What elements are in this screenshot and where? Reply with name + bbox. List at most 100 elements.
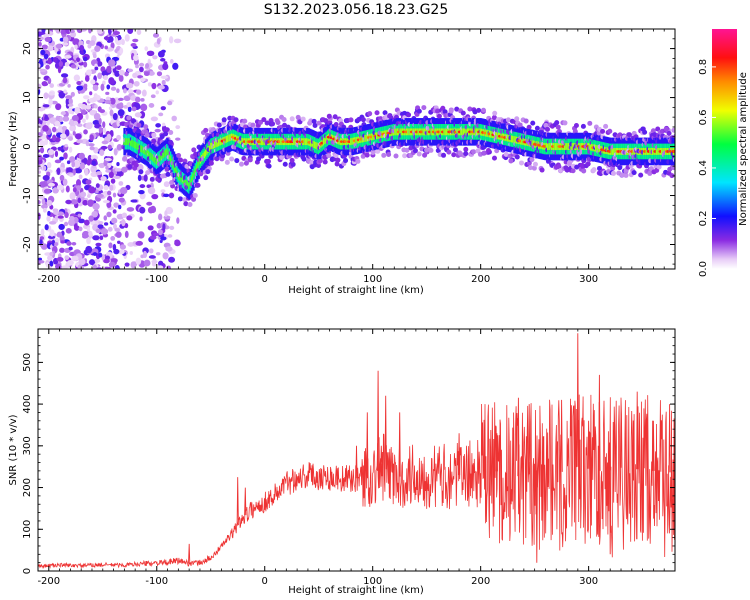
noise-speckle <box>42 165 47 171</box>
noise-speckle <box>137 174 142 182</box>
noise-speckle <box>151 82 157 90</box>
noise-speckle <box>154 128 161 133</box>
noise-speckle <box>38 41 42 47</box>
snr-spike <box>652 420 655 471</box>
noise-speckle <box>157 265 164 269</box>
noise-speckle <box>58 90 66 99</box>
colorbar-tick-label: 0.6 <box>698 109 709 125</box>
noise-speckle <box>89 259 95 266</box>
ridge-halo <box>454 106 460 112</box>
noise-speckle <box>107 266 112 269</box>
noise-speckle <box>116 88 120 94</box>
noise-speckle <box>162 223 166 231</box>
ridge-halo <box>573 123 579 129</box>
noise-speckle <box>64 54 72 59</box>
ridge-halo <box>647 170 653 176</box>
ridge-halo <box>514 154 520 160</box>
snr-series-line <box>38 394 675 569</box>
noise-speckle <box>81 109 87 115</box>
y-tick-label: -20 <box>22 236 33 252</box>
noise-speckle <box>87 199 95 207</box>
ridge-halo <box>508 158 514 164</box>
colorbar: 0.0 0.2 0.4 0.6 0.8 Normalized spectral ampl… <box>698 29 749 277</box>
noise-speckle <box>139 216 143 222</box>
noise-speckle <box>115 231 122 238</box>
ridge-halo <box>343 158 349 164</box>
noise-speckle <box>82 118 86 124</box>
ridge-halo <box>424 147 430 153</box>
ridge-halo <box>229 156 235 162</box>
noise-speckle <box>169 59 174 64</box>
noise-speckle <box>79 162 86 170</box>
noise-speckle <box>108 261 116 268</box>
noise-speckle <box>41 29 46 33</box>
noise-speckle <box>83 129 88 135</box>
ridge-halo <box>534 125 540 131</box>
noise-speckle <box>149 248 154 254</box>
noise-speckle <box>99 109 105 114</box>
spectrogram-heatmap <box>38 29 675 269</box>
noise-speckle <box>168 256 176 263</box>
noise-speckle <box>71 255 79 262</box>
noise-speckle <box>95 228 102 234</box>
noise-speckle <box>47 235 56 240</box>
noise-speckle <box>77 213 82 218</box>
noise-speckle <box>49 229 55 237</box>
y-tick-label: 400 <box>22 395 33 414</box>
noise-speckle <box>68 219 76 226</box>
snr-x-ticks: -200 -100 0 100 200 300 <box>37 329 676 587</box>
ridge-halo <box>360 117 366 123</box>
ridge-halo <box>334 161 340 167</box>
ridge-halo <box>467 106 473 112</box>
noise-speckle <box>143 71 150 76</box>
noise-speckle <box>103 36 110 41</box>
noise-speckle <box>59 156 64 161</box>
noise-speckle <box>124 262 130 267</box>
noise-speckle <box>76 123 83 128</box>
noise-speckle <box>92 119 101 126</box>
noise-speckle <box>58 223 65 230</box>
noise-speckle <box>103 258 110 264</box>
noise-speckle <box>145 63 150 69</box>
ridge-halo <box>642 129 648 135</box>
noise-speckle <box>110 178 116 184</box>
noise-speckle <box>162 252 169 260</box>
noise-speckle <box>126 215 133 221</box>
noise-speckle <box>127 106 132 113</box>
noise-speckle <box>108 77 115 85</box>
snr-spike <box>668 404 671 473</box>
snr-spike <box>587 420 590 469</box>
noise-speckle <box>122 88 127 94</box>
noise-speckle <box>70 64 77 69</box>
ridge-halo <box>367 111 373 117</box>
noise-speckle <box>92 235 100 241</box>
noise-speckle <box>113 202 120 208</box>
noise-speckle <box>49 251 54 257</box>
noise-speckle <box>42 125 49 132</box>
ridge-halo <box>631 170 637 176</box>
colorbar-label: Normalized spectral amplitude <box>738 72 749 226</box>
ridge-halo <box>402 153 408 159</box>
noise-speckle <box>97 72 103 80</box>
ridge-halo <box>442 109 448 115</box>
noise-speckle <box>56 256 64 262</box>
noise-speckle <box>69 173 74 178</box>
ridge-halo <box>666 130 672 136</box>
ridge-halo <box>375 148 381 154</box>
noise-speckle <box>98 126 103 134</box>
ridge-halo <box>138 169 144 175</box>
noise-speckle <box>62 42 69 46</box>
noise-speckle <box>98 162 105 169</box>
ridge-halo <box>471 149 477 155</box>
ridge-halo <box>652 132 658 138</box>
noise-speckle <box>114 70 120 77</box>
noise-speckle <box>176 217 180 224</box>
noise-speckle <box>78 226 83 232</box>
noise-speckle <box>131 261 138 267</box>
noise-speckle <box>73 225 80 231</box>
x-tick-label: -200 <box>37 274 60 285</box>
ridge-halo <box>247 157 253 163</box>
ridge-halo <box>518 160 524 166</box>
ridge-halo <box>282 161 288 167</box>
ridge-halo <box>159 134 165 140</box>
